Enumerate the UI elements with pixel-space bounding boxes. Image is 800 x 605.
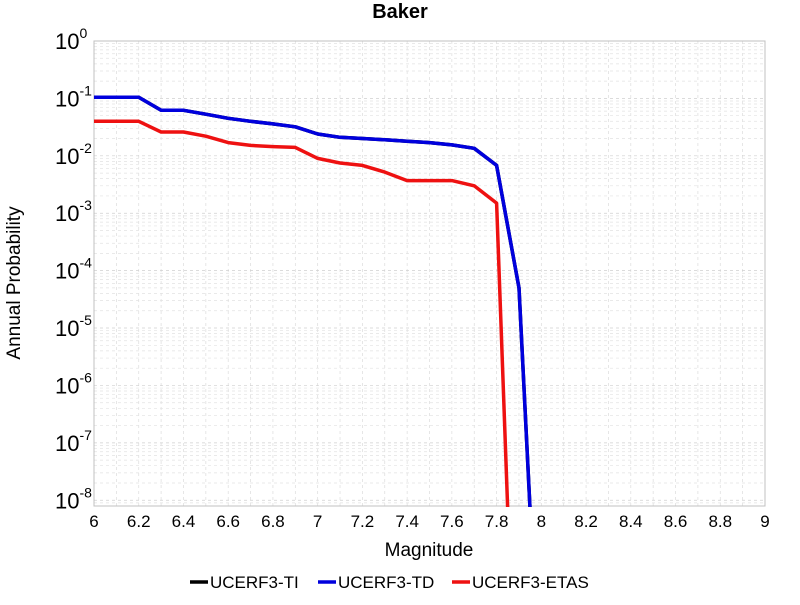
plot-bottom-mask: [92, 507, 767, 515]
legend-label: UCERF3-TD: [338, 573, 434, 592]
y-tick-label: 10-5: [55, 312, 92, 341]
series-line-ucerf3-etas: [94, 119, 510, 513]
x-tick-label: 6.4: [172, 512, 196, 531]
x-tick-label: 8.8: [708, 512, 732, 531]
y-tick-label: 100: [55, 25, 87, 54]
x-tick-label: 8.4: [619, 512, 643, 531]
series-line-ucerf3-td: [94, 95, 532, 513]
x-tick-label: 7.6: [440, 512, 464, 531]
x-tick-label: 6: [89, 512, 98, 531]
chart-title: Baker: [372, 1, 428, 23]
x-axis-ticks: 6 6.2 6.4 6.6 6.8 7 7.2 7.4 7.6 7.8 8 8.2 8.4 8.6 8.8 9: [89, 512, 769, 531]
y-tick-label: 10-4: [55, 255, 92, 284]
x-tick-label: 7: [313, 512, 322, 531]
y-tick-label: 10-3: [55, 197, 92, 226]
legend: UCERF3-TI UCERF3-TD UCERF3-ETAS: [190, 573, 589, 592]
x-tick-label: 6.8: [261, 512, 285, 531]
x-tick-label: 6.2: [127, 512, 151, 531]
series-line-ucerf3-ti: [94, 95, 532, 513]
grid: [93, 41, 766, 507]
legend-label: UCERF3-TI: [210, 573, 299, 592]
series-lines: [92, 95, 767, 515]
y-tick-label: 10-6: [55, 369, 92, 398]
x-tick-label: 7.8: [485, 512, 509, 531]
y-tick-label: 10-7: [55, 427, 92, 456]
x-tick-label: 8.6: [664, 512, 688, 531]
x-tick-label: 8: [537, 512, 546, 531]
x-tick-label: 7.2: [351, 512, 375, 531]
y-axis-label: Annual Probability: [4, 206, 25, 360]
x-tick-label: 6.6: [216, 512, 240, 531]
x-axis-label: Magnitude: [385, 540, 474, 561]
plot-frame: [93, 40, 766, 507]
y-tick-label: 10-1: [55, 82, 92, 111]
y-tick-label: 10-2: [55, 140, 92, 169]
x-tick-label: 9: [760, 512, 769, 531]
y-axis-ticks: 100 10-1 10-2 10-3 10-4 10-5 10-6 10-7 10-8: [55, 25, 92, 513]
legend-label: UCERF3-ETAS: [472, 573, 589, 592]
y-tick-label: 10-8: [55, 484, 92, 513]
x-tick-label: 8.2: [574, 512, 598, 531]
x-tick-label: 7.4: [395, 512, 419, 531]
